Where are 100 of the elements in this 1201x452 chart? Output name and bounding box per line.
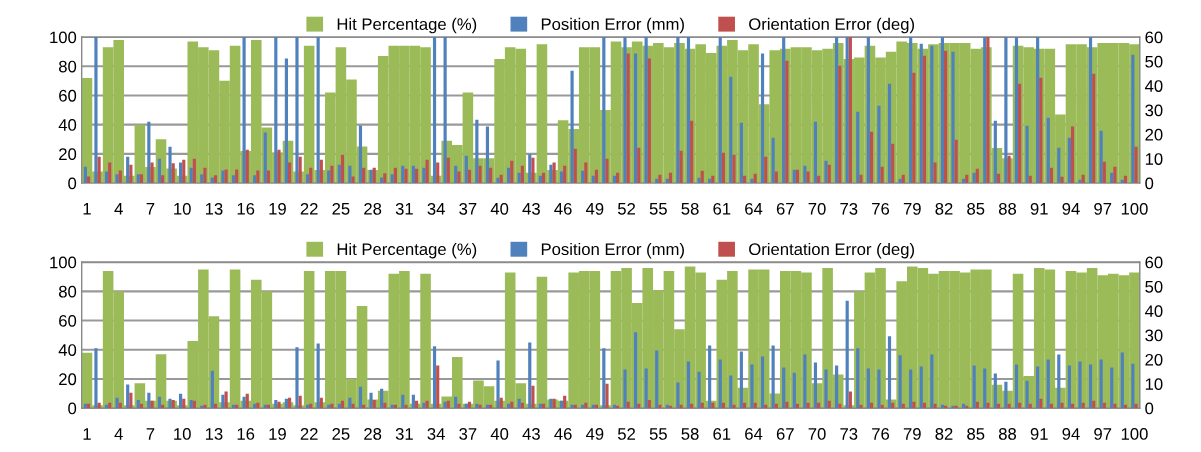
bar <box>351 403 355 409</box>
bar <box>203 167 207 184</box>
x-tick-label: 19 <box>269 428 286 440</box>
bar <box>213 175 218 184</box>
bar <box>1057 147 1061 184</box>
bar <box>1007 403 1011 409</box>
bar <box>235 169 239 184</box>
bar <box>1078 179 1082 184</box>
bar <box>750 178 754 184</box>
bar <box>679 150 683 184</box>
bar <box>489 167 493 184</box>
x-tick-label: 43 <box>522 428 540 440</box>
bar <box>792 169 796 184</box>
x-tick-label: 79 <box>903 202 921 215</box>
bar <box>1039 398 1043 409</box>
y2-tick-label: 10 <box>1145 378 1163 391</box>
bar <box>517 398 521 409</box>
bar <box>256 170 260 184</box>
x-tick-label: 55 <box>649 203 667 215</box>
bar <box>340 154 345 184</box>
bar <box>1110 367 1114 409</box>
x-tick-label: 22 <box>300 428 318 440</box>
bar <box>1046 359 1050 409</box>
bar <box>668 172 673 184</box>
bar <box>383 173 387 184</box>
bar <box>1099 130 1103 184</box>
bar <box>1025 125 1029 184</box>
bar <box>795 169 800 184</box>
x-tick-label: 64 <box>745 202 763 215</box>
bar <box>718 359 722 409</box>
x-tick-label: 7 <box>146 203 155 215</box>
x-tick-label: 13 <box>205 428 223 440</box>
x-tick-label: 55 <box>649 428 667 440</box>
bar <box>115 174 119 184</box>
y-tick-label: 20 <box>59 373 77 386</box>
bar <box>898 355 902 409</box>
bar <box>856 111 860 184</box>
y2-tick-label: 40 <box>1144 80 1163 92</box>
bar <box>732 154 736 184</box>
bar <box>824 160 828 184</box>
bar <box>771 137 775 184</box>
bar <box>912 401 916 409</box>
bar <box>764 156 768 184</box>
y2-tick-label: 50 <box>1145 280 1163 293</box>
bar <box>1014 364 1019 409</box>
bar <box>1049 167 1053 184</box>
bar <box>584 162 588 184</box>
bar <box>1046 117 1050 184</box>
bar <box>655 350 659 409</box>
bar <box>510 160 514 184</box>
bar <box>954 139 958 184</box>
x-tick-label: 10 <box>174 202 191 215</box>
bar <box>1060 176 1064 184</box>
x-tick-label: 85 <box>967 202 985 215</box>
bar <box>637 147 641 184</box>
x-tick-label: 40 <box>490 428 509 440</box>
x-tick-label: 37 <box>459 428 477 440</box>
bar <box>1070 126 1075 184</box>
x-tick-label: 28 <box>364 428 382 440</box>
bar <box>231 175 236 184</box>
x-tick-label: 40 <box>490 202 509 215</box>
bar <box>594 169 599 184</box>
bar <box>859 404 863 409</box>
bar <box>340 400 345 409</box>
bar <box>192 158 196 184</box>
bar <box>616 172 620 184</box>
x-tick-label: 88 <box>998 428 1017 440</box>
bar <box>877 369 881 409</box>
bar <box>1092 400 1096 409</box>
x-tick-label: 91 <box>1030 202 1048 215</box>
bar <box>806 171 810 184</box>
x-tick-label: 88 <box>998 202 1017 215</box>
bar <box>933 162 937 184</box>
bar <box>859 174 863 184</box>
bar <box>901 174 905 184</box>
bar <box>425 159 429 184</box>
x-tick-label: 100 <box>1121 202 1148 215</box>
x-tick-label: 16 <box>237 202 255 215</box>
x-tick-label: 82 <box>935 202 953 215</box>
y2-tick-label: 20 <box>1145 353 1163 366</box>
bar <box>975 401 979 409</box>
x-tick-label: 85 <box>967 428 985 440</box>
legend-label: Orientation Error (deg) <box>749 17 914 34</box>
bar <box>457 171 461 184</box>
bar <box>83 166 87 184</box>
bar <box>1060 402 1064 409</box>
bar <box>919 366 923 409</box>
bar <box>390 174 394 184</box>
bar <box>115 397 119 409</box>
bar <box>210 370 214 409</box>
bar <box>975 168 979 184</box>
bar <box>933 403 937 409</box>
bar <box>690 120 694 184</box>
bar <box>891 143 895 184</box>
bar <box>591 175 595 184</box>
bar <box>739 122 743 184</box>
bar <box>983 368 987 409</box>
x-tick-label: 64 <box>745 428 763 440</box>
bar <box>1078 361 1082 409</box>
bar <box>1088 364 1093 409</box>
